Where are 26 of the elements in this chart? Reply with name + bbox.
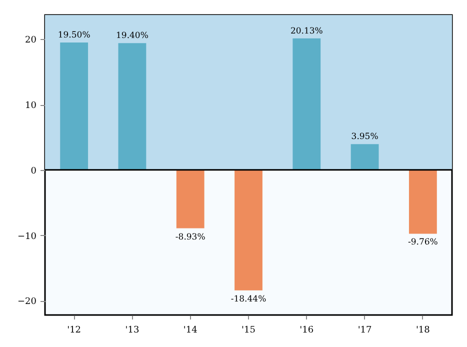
bar: [350, 144, 379, 170]
x-tick-label: '13: [125, 326, 140, 336]
bar: [292, 38, 321, 170]
x-tick-label: '12: [67, 326, 82, 336]
x-tick-label: '16: [300, 326, 314, 336]
data-label: 19.40%: [116, 31, 148, 42]
y-tick-label: 20: [25, 36, 37, 46]
y-tick-label: 10: [25, 101, 37, 112]
x-tick-label: '14: [183, 326, 198, 336]
data-label: 20.13%: [290, 26, 323, 36]
y-tick-label: −10: [18, 232, 37, 242]
x-tick-label: '17: [358, 326, 372, 336]
data-label: 19.50%: [58, 30, 90, 40]
y-tick-label: 0: [30, 166, 37, 176]
bar: [60, 42, 88, 170]
data-label: -8.93%: [175, 232, 206, 242]
bar: [118, 43, 146, 170]
x-tick-label: '15: [242, 326, 256, 336]
bar: [408, 170, 437, 234]
data-label: 3.95%: [351, 132, 378, 142]
data-label: -18.44%: [230, 294, 266, 304]
data-label: -9.76%: [408, 238, 438, 248]
bar: [234, 170, 262, 290]
y-tick-label: −20: [18, 297, 37, 308]
bar: [176, 170, 204, 228]
x-tick-label: '18: [416, 326, 430, 336]
